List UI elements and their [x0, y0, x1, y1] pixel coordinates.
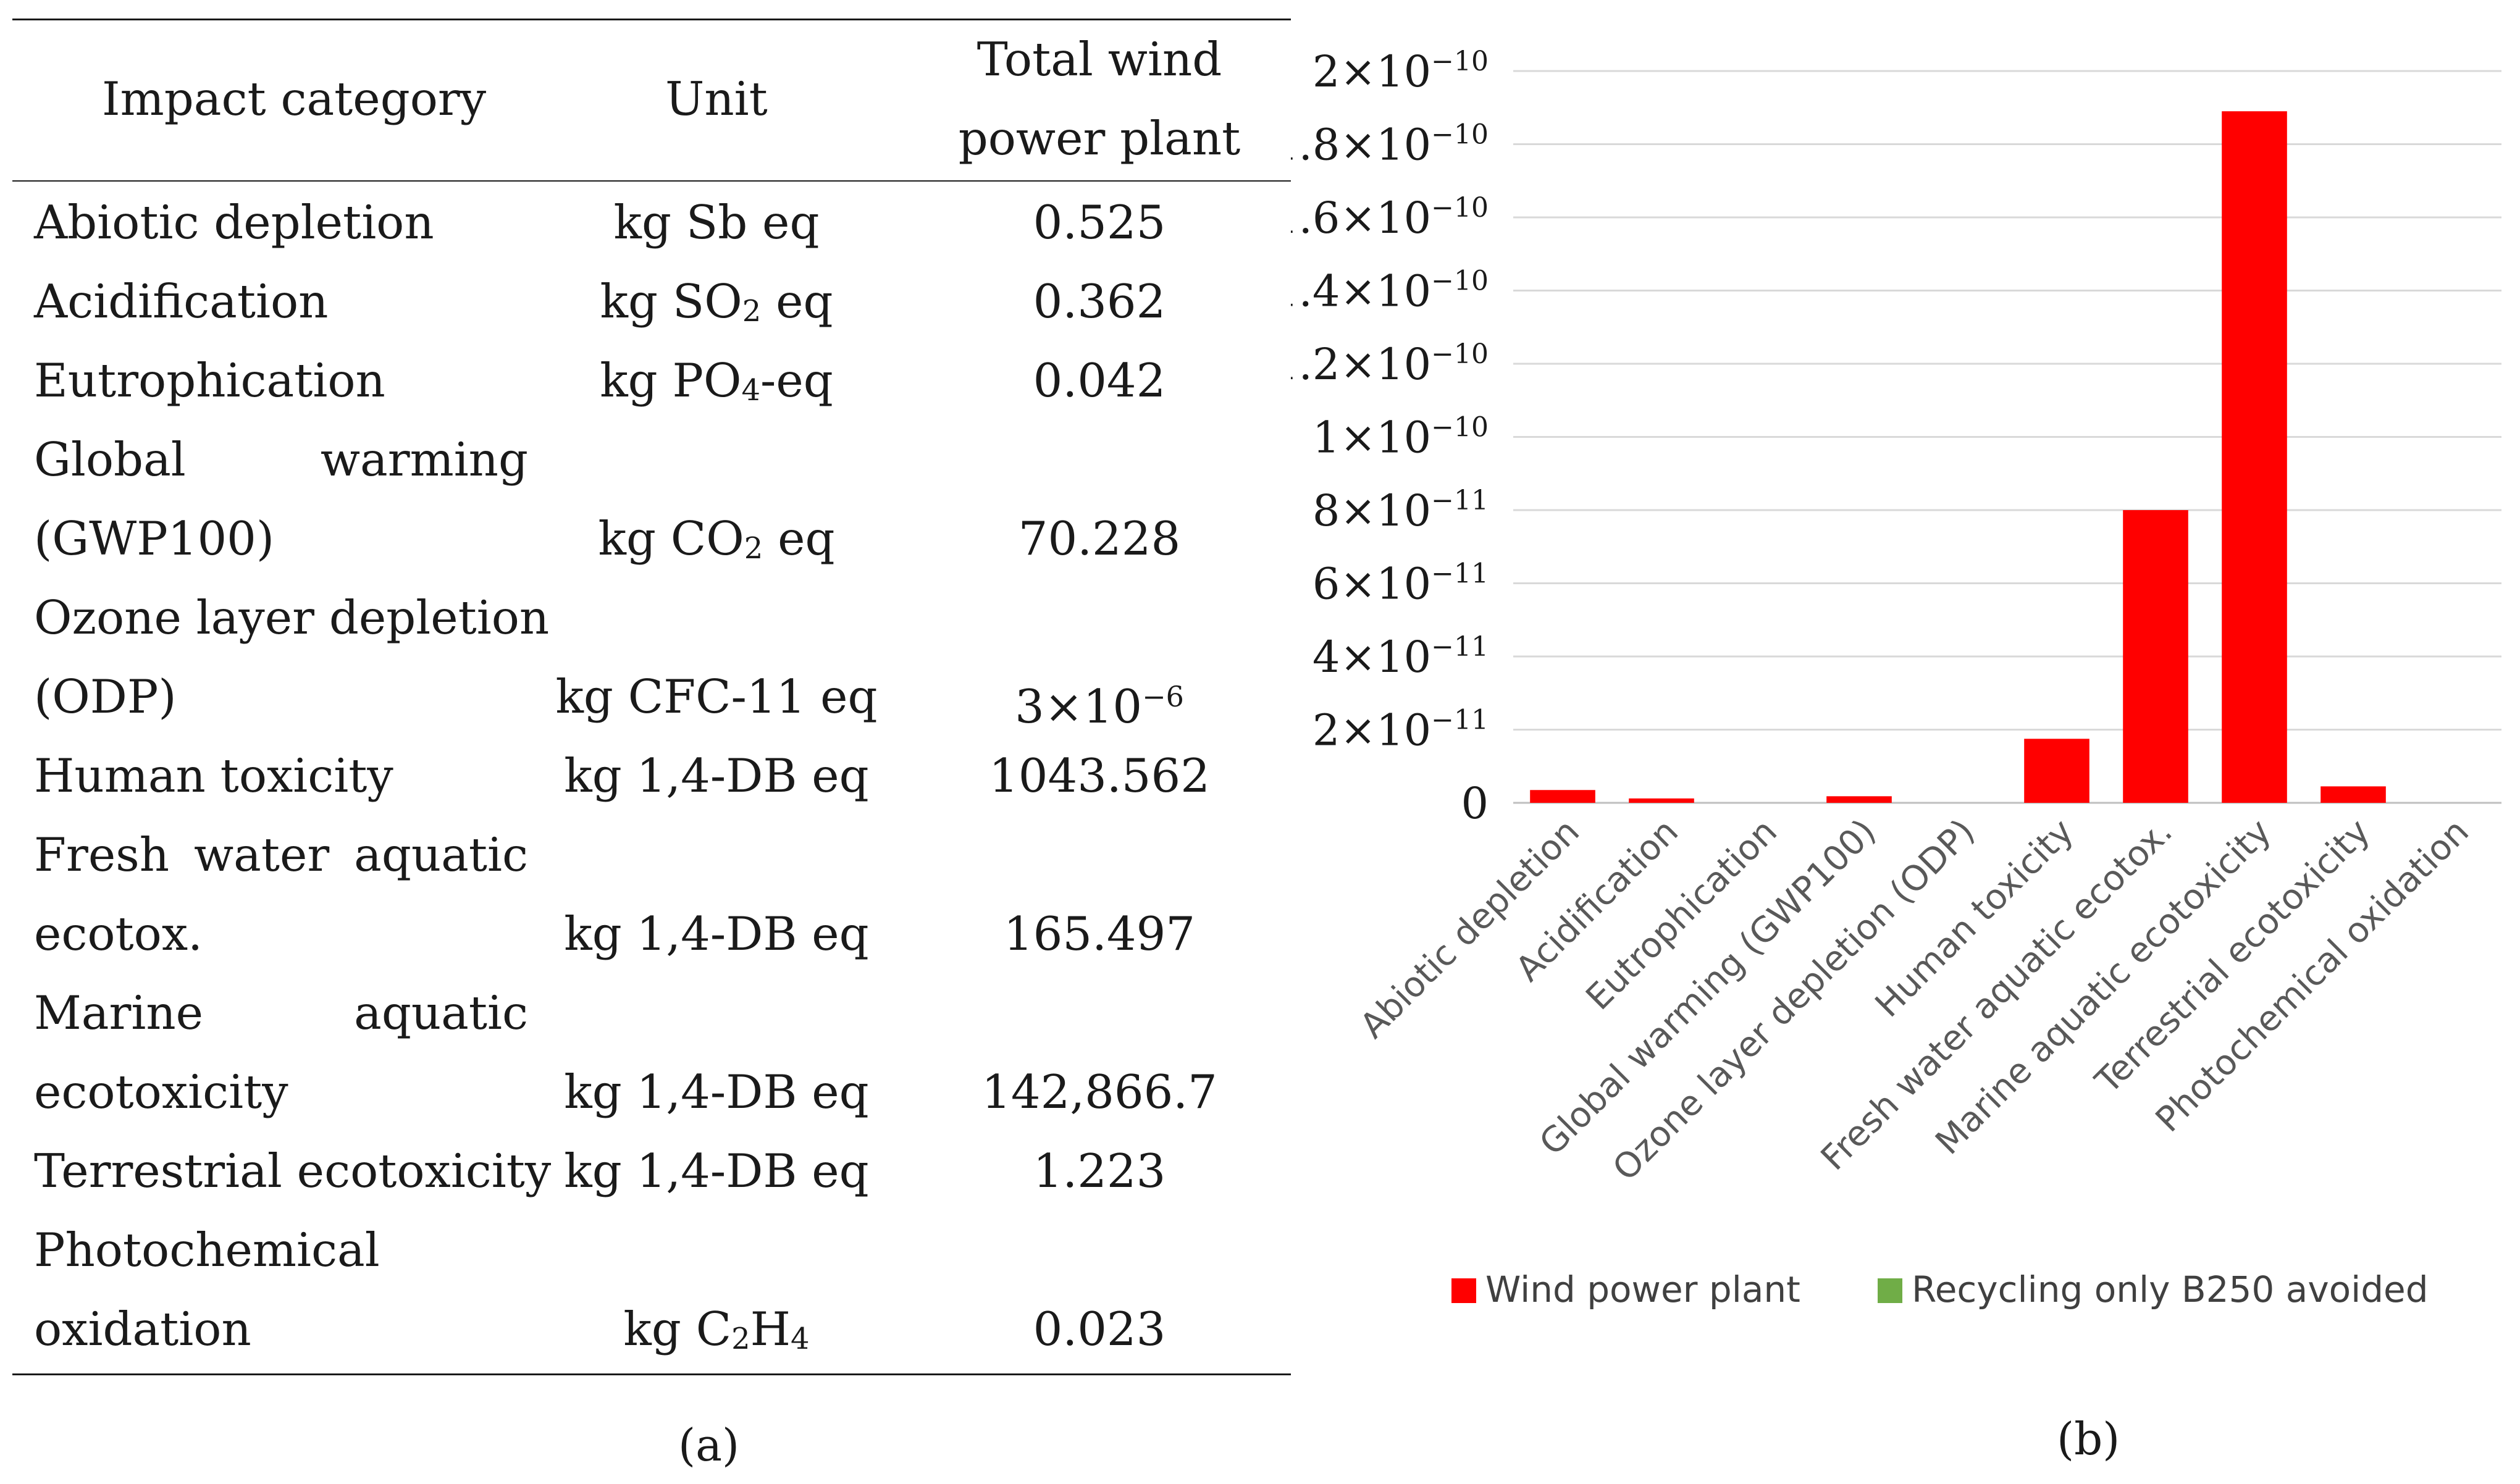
row-unit: kg 1,4-DB eq [564, 907, 869, 961]
row-unit: kg Sb eq [613, 195, 820, 249]
row-category: Abiotic depletion [34, 195, 434, 249]
row-value: 0.042 [1033, 353, 1166, 408]
y-tick-label: 8×10−11 [1312, 485, 1489, 536]
bar [1629, 798, 1694, 803]
y-tick-label: 1.6×10−10 [1291, 192, 1489, 243]
legend-swatch [1878, 1278, 1902, 1303]
row-value: 1043.562 [989, 748, 1210, 803]
header-impact-category: Impact category [102, 72, 487, 126]
bar-chart-panel: 0 2×10−11 4×10−11 6×10−11 8×10−11 1×10−10 1.2×… [1291, 0, 2520, 1484]
row-value: 0.362 [1033, 274, 1166, 329]
row-category: Photochemical [34, 1223, 380, 1277]
row-value: 70.228 [1018, 511, 1181, 566]
row-unit: kg CO2 eq [598, 511, 835, 566]
y-tick-label: 2×10−11 [1312, 705, 1489, 756]
bar [2222, 111, 2287, 803]
row-category-cont: ecotoxicity [34, 1065, 288, 1119]
legend-label: Wind power plant [1485, 1268, 1800, 1310]
row-category: Marine aquatic [34, 986, 528, 1040]
row-category: Ozone layer depletion [34, 590, 550, 645]
impact-table: Impact category Unit Total wind power pl… [12, 19, 1291, 1396]
row-value: 165.497 [1003, 907, 1196, 961]
row-category-cont: (GWP100) [34, 511, 275, 566]
row-value: 0.023 [1033, 1302, 1166, 1356]
row-unit: kg SO2 eq [600, 274, 833, 329]
table-bottom-rule [12, 1373, 1291, 1375]
row-category: Terrestrial ecotoxicity [34, 1144, 552, 1198]
row-category-cont: ecotox. [34, 907, 203, 961]
row-unit: kg PO4-eq [600, 353, 833, 408]
header-total-line2: power plant [958, 111, 1241, 166]
header-unit: Unit [665, 72, 768, 126]
row-category: Acidification [34, 274, 329, 329]
y-tick-label: 0 [1461, 778, 1489, 829]
y-tick-label: 1×10−10 [1312, 412, 1489, 463]
row-unit: kg C2H4 [623, 1302, 810, 1356]
row-unit: kg CFC-11 eq [555, 669, 878, 724]
y-tick-label: 1.4×10−10 [1291, 266, 1489, 317]
row-value: 3×10−6 [1015, 679, 1184, 734]
row-category: Human toxicity [34, 748, 393, 803]
row-value: 1.223 [1033, 1144, 1166, 1198]
bar [2123, 510, 2188, 803]
row-category: Fresh water aquatic [34, 828, 528, 882]
y-tick-label: 6×10−11 [1312, 558, 1489, 610]
y-tick-label: 1.2×10−10 [1291, 338, 1489, 390]
bar [1530, 790, 1595, 803]
row-category-cont: (ODP) [34, 669, 177, 724]
x-category-label: Ozone layer depletion (ODP) [1605, 811, 1983, 1189]
row-unit: kg 1,4-DB eq [564, 748, 869, 803]
y-tick-label: 1.8×10−10 [1291, 119, 1489, 170]
row-category: Global warming [34, 432, 528, 487]
bar [1826, 796, 1892, 803]
bar [2024, 739, 2090, 803]
y-tick-label: 2×10−10 [1312, 46, 1489, 97]
row-category-cont: oxidation [34, 1302, 251, 1356]
row-category: Eutrophication [34, 353, 385, 408]
y-tick-label: 4×10−11 [1312, 631, 1489, 682]
row-unit: kg 1,4-DB eq [564, 1065, 869, 1119]
bar-chart: 0 2×10−11 4×10−11 6×10−11 8×10−11 1×10−10 1.2×… [1291, 46, 2501, 1310]
legend-swatch [1451, 1278, 1476, 1303]
bar [2320, 786, 2386, 803]
row-unit: kg 1,4-DB eq [564, 1144, 869, 1198]
table-top-rule [12, 19, 1291, 20]
header-total-line1: Total wind [976, 32, 1222, 86]
row-value: 142,866.7 [981, 1065, 1217, 1119]
x-category-label: Fresh water aquatic ecotox. [1813, 811, 2180, 1178]
row-value: 0.525 [1033, 195, 1166, 249]
legend-label: Recycling only B250 avoided [1912, 1268, 2429, 1310]
table-header-rule [12, 180, 1291, 182]
panel-b-label: (b) [2057, 1413, 2120, 1465]
panel-a-label: (a) [678, 1419, 740, 1471]
